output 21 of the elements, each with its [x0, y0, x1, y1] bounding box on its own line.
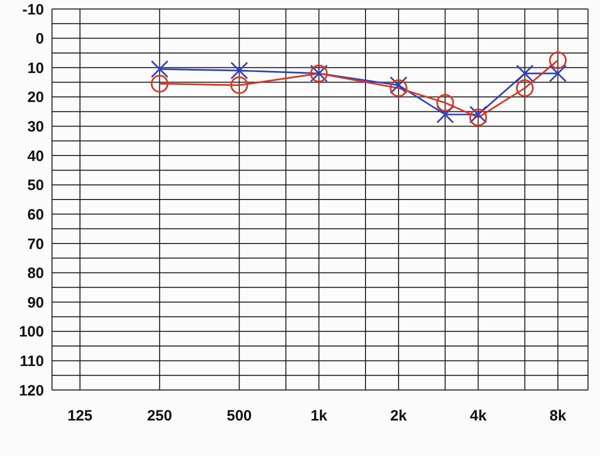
y-tick-label: 10	[27, 60, 44, 77]
y-tick-label: 120	[18, 382, 44, 400]
y-tick-label: 90	[27, 294, 44, 312]
x-tick-label: 4k	[470, 408, 488, 425]
y-tick-label: 30	[27, 118, 44, 136]
y-tick-label: -10	[22, 1, 44, 18]
y-tick-label: 70	[27, 236, 44, 253]
y-tick-label: 0	[36, 30, 44, 48]
x-tick-label: 8k	[550, 408, 567, 425]
y-tick-label: 100	[18, 324, 44, 341]
y-tick-label: 80	[27, 265, 44, 282]
y-tick-label: 50	[27, 177, 44, 194]
y-tick-label: 60	[27, 206, 44, 224]
y-tick-label: 110	[20, 353, 44, 370]
y-tick-label: 40	[27, 148, 44, 165]
x-tick-label: 250	[147, 408, 172, 425]
x-tick-label: 125	[67, 408, 92, 425]
x-tick-label: 500	[226, 408, 252, 425]
x-tick-label: 1k	[310, 408, 328, 425]
y-tick-label: 20	[27, 89, 44, 106]
x-tick-label: 2k	[390, 408, 408, 425]
